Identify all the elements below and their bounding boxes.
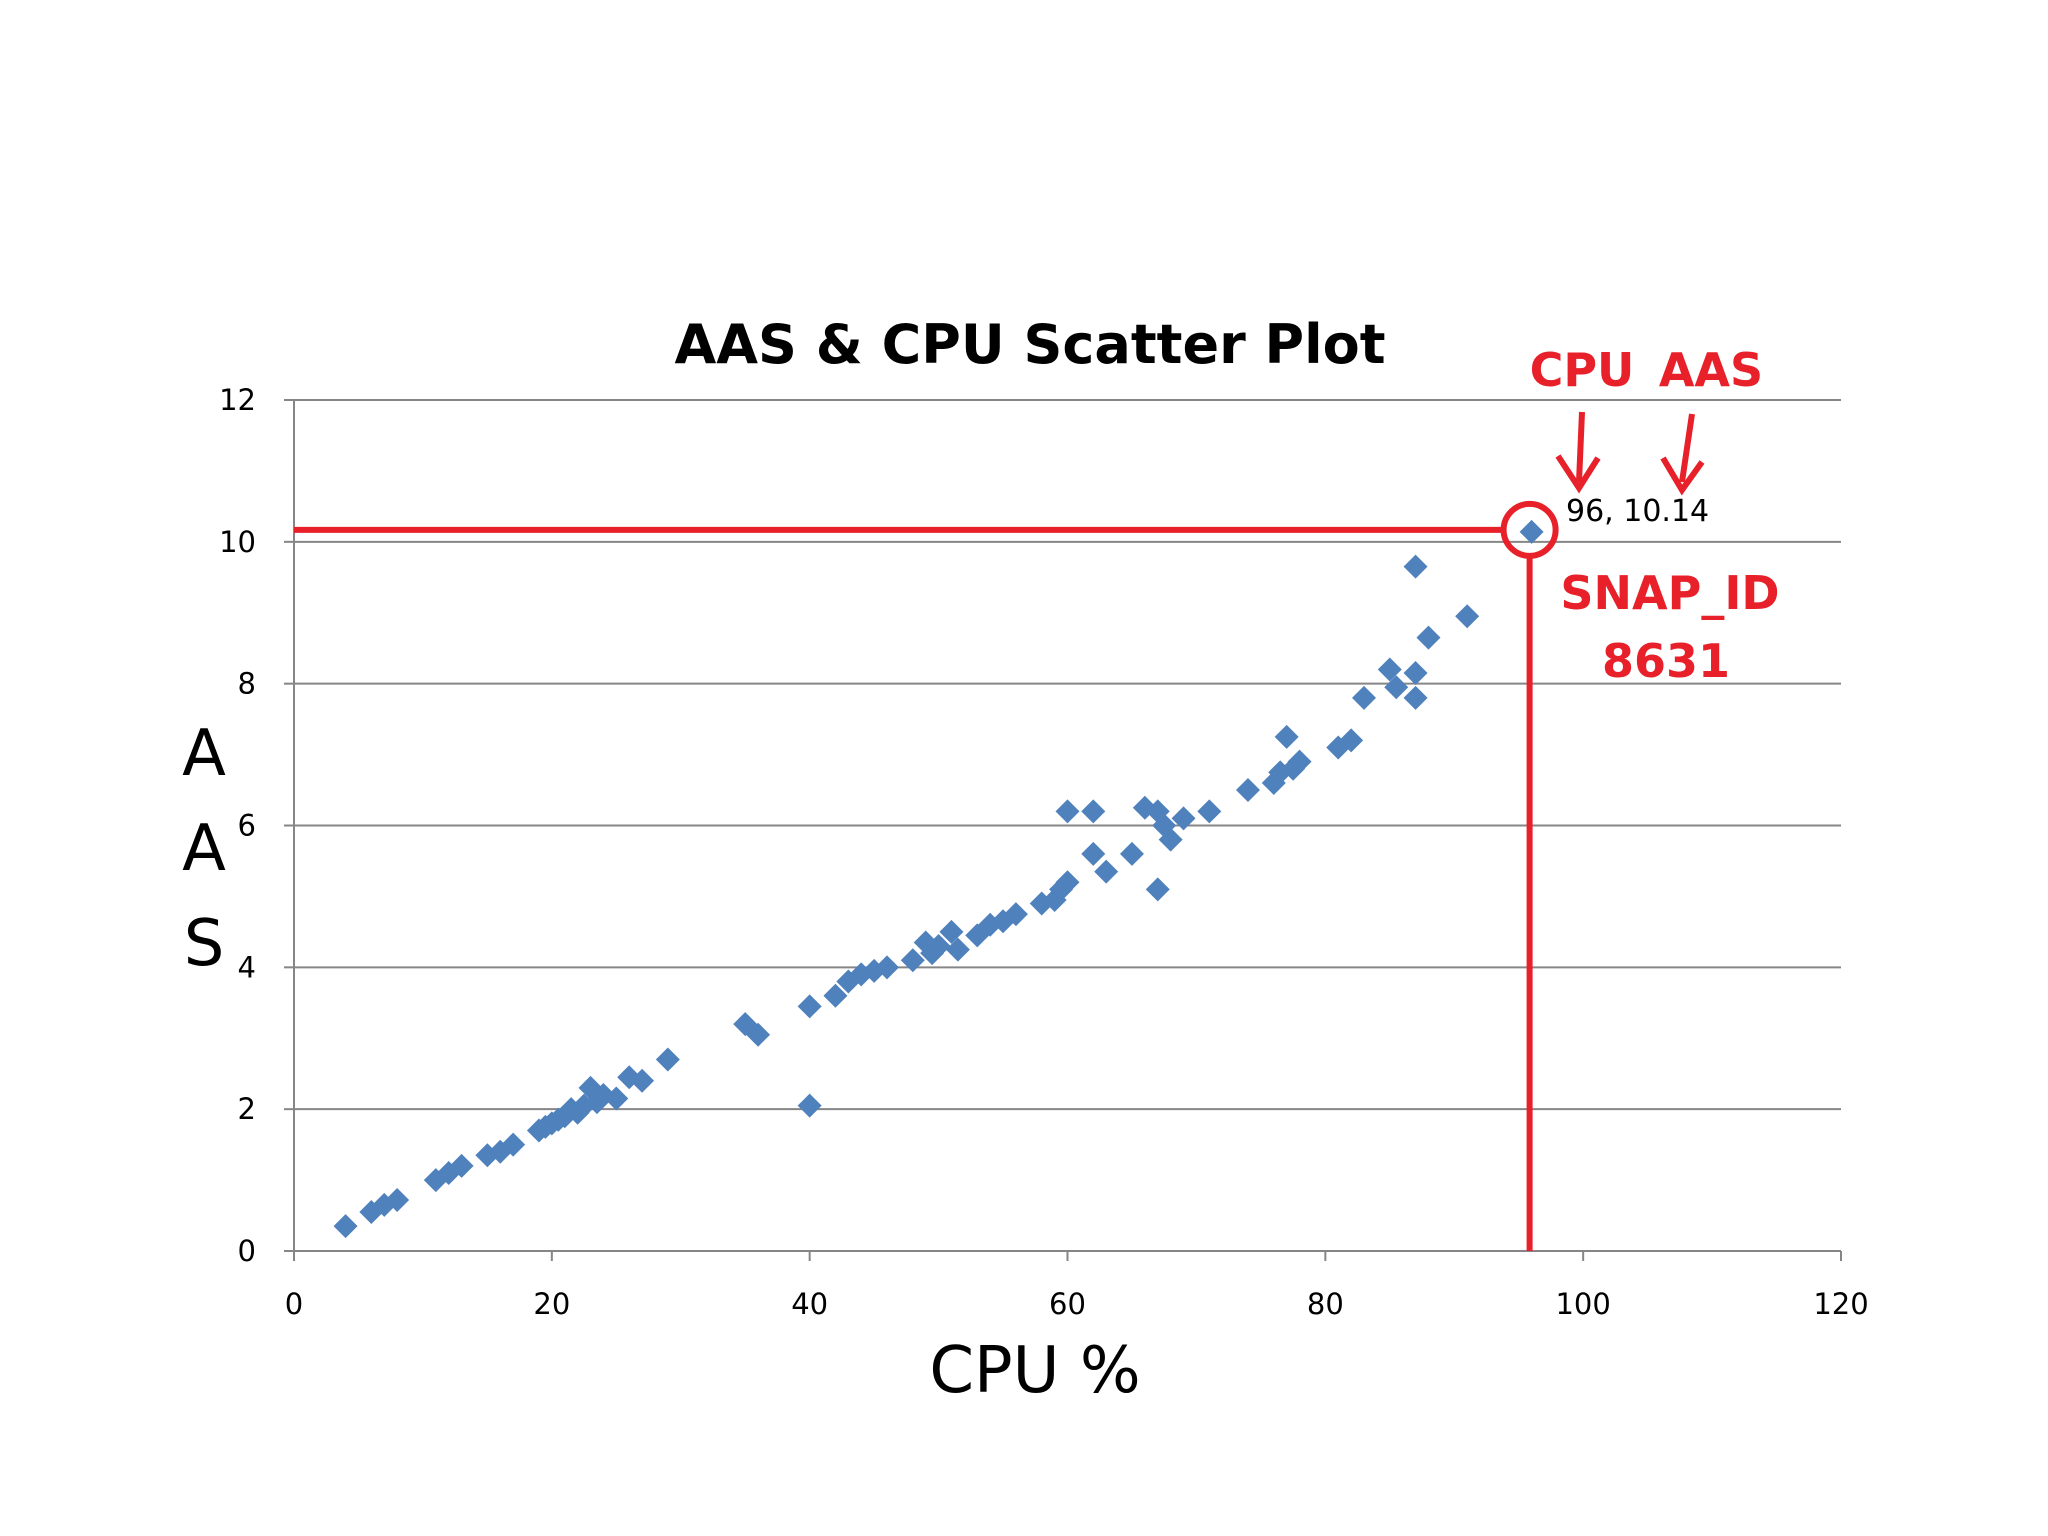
y-tick-label: 4 [238,950,256,984]
x-tick-label: 0 [285,1287,303,1321]
data-point-diamond [1403,685,1428,710]
snap-id-value: 8631 [1602,634,1730,688]
x-tick-label: 40 [791,1287,828,1321]
axes [284,399,1842,1261]
data-point-diamond [1339,728,1364,753]
x-axis-title: CPU % [929,1334,1140,1408]
data-point-diamond [875,955,900,980]
y-axis-title-letter: A [182,717,226,791]
data-point-diamond [630,1068,655,1093]
data-point-diamond [1519,519,1544,544]
data-point-diamond [1287,749,1312,774]
data-point-diamond [1081,841,1106,866]
data-point-diamond [1171,806,1196,831]
data-point-diamond [655,1047,680,1072]
cpu-arrow-icon [1555,411,1601,494]
data-point-diamond [823,983,848,1008]
x-tick-label: 120 [1813,1287,1868,1321]
x-tick-label: 80 [1307,1287,1344,1321]
y-tick-label: 8 [238,667,256,701]
data-point-diamond [1145,877,1170,902]
data-point-diamond [604,1086,629,1111]
data-point-diamond [385,1187,410,1212]
snap-id-label: SNAP_ID [1560,566,1779,620]
y-axis-title: A A S [182,717,226,981]
data-point-diamond [1003,902,1028,927]
x-tick-label: 100 [1555,1287,1610,1321]
data-point-diamond [1158,827,1183,852]
data-point-diamond [1377,657,1402,682]
y-axis-title-letter: S [184,907,225,981]
data-point-diamond [501,1132,526,1157]
highlight-point-label: 96, 10.14 [1566,494,1709,529]
y-tick-label: 2 [238,1092,256,1126]
data-point-diamond [797,994,822,1019]
data-point-diamond [945,937,970,962]
chart-title: AAS & CPU Scatter Plot [674,313,1385,376]
y-tick-label: 12 [219,383,256,417]
data-point-diamond [1119,841,1144,866]
x-tick-label: 60 [1049,1287,1086,1321]
data-point-diamond [1403,661,1428,686]
data-point-diamond [1055,870,1080,895]
data-point-diamond [333,1214,358,1239]
data-point-diamond [1384,675,1409,700]
data-point-diamond [1403,554,1428,579]
data-point-diamond [746,1022,771,1047]
data-point-diamond [797,1093,822,1118]
x-tick-label: 20 [533,1287,570,1321]
data-point-diamond [1235,778,1260,803]
aas-annotation-label: AAS [1659,343,1763,397]
data-point-diamond [926,934,951,959]
data-point-diamond [1055,799,1080,824]
data-point-diamond [449,1153,474,1178]
aas-arrow-icon [1660,413,1705,496]
y-tick-label: 0 [238,1234,256,1268]
y-tick-label: 10 [219,525,256,559]
y-tick-label: 6 [238,809,256,843]
highlight-circle [1500,500,1559,559]
data-point-diamond [1455,604,1480,629]
data-point-diamond [900,948,925,973]
gridlines [294,399,1841,1111]
data-point-diamond [1081,799,1106,824]
data-point-diamond [1352,685,1377,710]
data-point-diamond [1197,799,1222,824]
y-axis-title-letter: A [182,812,226,886]
highlight-annotation: CPU AAS 96, 10.14 SNAP_ID 8631 [294,343,1780,1251]
data-point-diamond [1094,859,1119,884]
data-point-diamond [939,919,964,944]
data-point-diamond [1274,724,1299,749]
data-points [333,519,1544,1239]
cpu-annotation-label: CPU [1530,343,1635,397]
data-point-diamond [1416,625,1441,650]
